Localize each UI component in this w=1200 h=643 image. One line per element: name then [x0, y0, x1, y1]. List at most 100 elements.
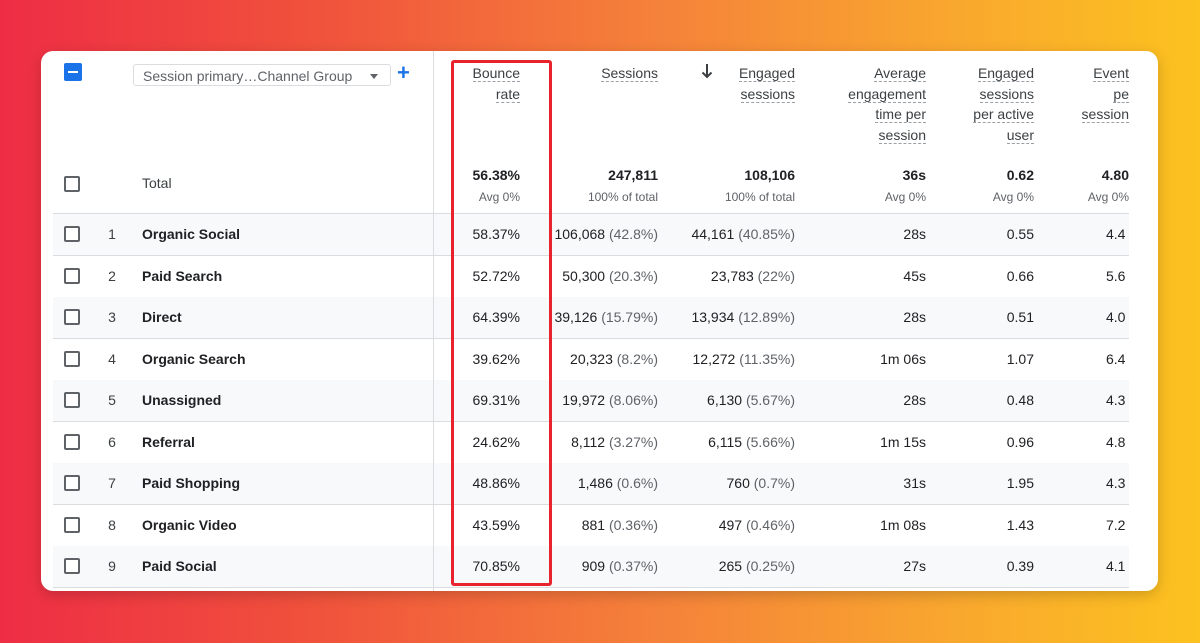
- events-per-session-value: 5.6: [1106, 267, 1126, 284]
- avg-engagement-time-cell: 28s: [786, 392, 926, 408]
- column-header-engaged-sessions[interactable]: Engaged sessions: [665, 63, 795, 104]
- total-value-events-per-session: 4.80: [1101, 167, 1129, 183]
- column-header-line: Bounce: [472, 65, 520, 82]
- row-checkbox[interactable]: [64, 350, 80, 367]
- row-checkbox[interactable]: [64, 392, 80, 408]
- table-row[interactable]: 8 Organic Video 43.59% 881 (0.36%) 497 (0.46…: [53, 504, 1129, 547]
- avg-engagement-time-value: 45s: [903, 267, 926, 284]
- avg-engagement-time-cell: 27s: [786, 558, 926, 574]
- total-row-checkbox[interactable]: [64, 176, 80, 192]
- table-row[interactable]: 6 Referral 24.62% 8,112 (3.27%) 6,115 (5.66%…: [53, 421, 1129, 464]
- bounce-rate-cell: 43.59%: [390, 517, 520, 533]
- table-row[interactable]: 5 Unassigned 69.31% 19,972 (8.06%) 6,130 (5.…: [53, 380, 1129, 422]
- channel-name[interactable]: Paid Search: [142, 267, 223, 284]
- sessions-percent: (42.8%): [608, 226, 658, 242]
- avg-engagement-time-value: 1m 06s: [880, 350, 926, 367]
- events-per-session-cell: 4.0: [1106, 309, 1129, 325]
- engaged-sessions-cell: 44,161 (40.85%): [645, 226, 795, 242]
- column-header-engaged-sessions-per-user[interactable]: Engaged sessions per active user: [934, 63, 1034, 145]
- row-index: 8: [108, 516, 116, 533]
- channel-name[interactable]: Paid Shopping: [142, 475, 240, 491]
- table-row[interactable]: 4 Organic Search 39.62% 20,323 (8.2%) 12,272…: [53, 338, 1129, 381]
- row-checkbox[interactable]: [64, 226, 80, 242]
- total-value-engaged-sessions: 108,106: [744, 167, 795, 183]
- events-per-session-value: 4.0: [1106, 309, 1126, 325]
- total-subtext-engaged-sessions: 100% of total: [724, 190, 795, 204]
- total-subtext-bounce-rate: Avg 0%: [478, 190, 520, 204]
- table-row[interactable]: 1 Organic Social 58.37% 106,068 (42.8%) 44,1…: [53, 214, 1129, 256]
- arrow-down-icon[interactable]: [700, 61, 714, 81]
- events-per-session-cell: 6.4: [1106, 351, 1129, 367]
- events-per-session-value: 4.3: [1106, 475, 1126, 491]
- engaged-sessions-value: 265: [718, 558, 743, 574]
- channel-name[interactable]: Organic Social: [142, 226, 241, 242]
- sessions-percent: (3.27%): [608, 433, 658, 450]
- row-index: 4: [108, 350, 116, 367]
- column-header-events-per-session[interactable]: Event pe session: [1049, 63, 1129, 125]
- table-row[interactable]: 7 Paid Shopping 48.86% 1,486 (0.6%) 760 (0.7…: [53, 463, 1129, 505]
- bounce-rate-cell: 69.31%: [390, 392, 520, 408]
- avg-engagement-time-value: 28s: [903, 309, 926, 325]
- channel-name[interactable]: Unassigned: [142, 392, 222, 408]
- column-header-line: time per: [875, 106, 926, 123]
- avg-engagement-time-value: 28s: [903, 226, 926, 242]
- channel-name[interactable]: Organic Video: [142, 516, 237, 533]
- bounce-rate-cell: 64.39%: [390, 309, 520, 325]
- engaged-sessions-cell: 760 (0.7%): [645, 475, 795, 491]
- sessions-value: 1,486: [577, 475, 613, 491]
- engaged-sessions-percent: (0.25%): [745, 558, 795, 574]
- sessions-percent: (20.3%): [608, 267, 658, 284]
- avg-engagement-time-cell: 45s: [786, 268, 926, 284]
- row-index: 9: [108, 558, 116, 574]
- bounce-rate-value: 48.86%: [472, 475, 520, 491]
- row-checkbox[interactable]: [64, 558, 80, 574]
- events-per-session-value: 4.4: [1106, 226, 1126, 242]
- channel-name[interactable]: Referral: [142, 433, 195, 450]
- events-per-session-value: 4.8: [1106, 433, 1126, 450]
- report-card: Session primary…Channel Group + Bounce ra…: [41, 51, 1158, 591]
- column-header-bounce-rate[interactable]: Bounce rate: [410, 63, 520, 104]
- engaged-sessions-per-user-value: 0.55: [1006, 226, 1034, 242]
- sessions-percent: (0.37%): [608, 558, 658, 574]
- add-dimension-button[interactable]: +: [397, 60, 410, 85]
- engaged-sessions-per-user-value: 1.43: [1006, 516, 1034, 533]
- table-row[interactable]: 9 Paid Social 70.85% 909 (0.37%) 265 (0.25%)…: [53, 546, 1129, 588]
- row-checkbox[interactable]: [64, 475, 80, 491]
- row-checkbox[interactable]: [64, 516, 80, 533]
- column-header-line: Engaged: [977, 65, 1034, 82]
- events-per-session-value: 6.4: [1106, 350, 1126, 367]
- row-checkbox[interactable]: [64, 433, 80, 450]
- row-index: 3: [108, 309, 116, 325]
- row-checkbox[interactable]: [64, 309, 80, 325]
- engaged-sessions-per-user-value: 0.96: [1006, 433, 1034, 450]
- sessions-cell: 8,112 (3.27%): [508, 434, 658, 450]
- events-per-session-cell: 4.1: [1106, 558, 1129, 574]
- channel-name[interactable]: Paid Social: [142, 558, 217, 574]
- dimension-dropdown[interactable]: Session primary…Channel Group: [133, 64, 391, 86]
- caret-down-icon: [370, 74, 378, 79]
- select-all-checkbox[interactable]: [64, 63, 82, 81]
- engaged-sessions-per-user-cell: 0.51: [914, 309, 1034, 325]
- column-header-avg-engagement-time[interactable]: Average engagement time per session: [806, 63, 926, 145]
- channel-name[interactable]: Organic Search: [142, 350, 246, 367]
- bounce-rate-cell: 58.37%: [390, 226, 520, 242]
- engaged-sessions-per-user-cell: 0.48: [914, 392, 1034, 408]
- bounce-rate-cell: 70.85%: [390, 558, 520, 574]
- avg-engagement-time-cell: 1m 06s: [786, 351, 926, 367]
- table-row[interactable]: 2 Paid Search 52.72% 50,300 (20.3%) 23,783 (…: [53, 255, 1129, 298]
- channel-name[interactable]: Direct: [142, 309, 182, 325]
- table-row[interactable]: 3 Direct 64.39% 39,126 (15.79%) 13,934 (12.8…: [53, 297, 1129, 339]
- column-header-sessions[interactable]: Sessions: [528, 63, 658, 84]
- engaged-sessions-percent: (11.35%): [739, 350, 795, 367]
- engaged-sessions-cell: 6,115 (5.66%): [645, 434, 795, 450]
- sessions-cell: 909 (0.37%): [508, 558, 658, 574]
- engaged-sessions-per-user-value: 1.95: [1006, 475, 1034, 491]
- engaged-sessions-per-user-value: 0.39: [1006, 558, 1034, 574]
- column-header-line: pe: [1113, 85, 1129, 103]
- bounce-rate-cell: 48.86%: [390, 475, 520, 491]
- column-header-line: Sessions: [601, 65, 658, 82]
- engaged-sessions-per-user-cell: 0.96: [914, 434, 1034, 450]
- events-per-session-cell: 4.3: [1106, 475, 1129, 491]
- bounce-rate-value: 24.62%: [472, 433, 520, 450]
- row-checkbox[interactable]: [64, 267, 80, 284]
